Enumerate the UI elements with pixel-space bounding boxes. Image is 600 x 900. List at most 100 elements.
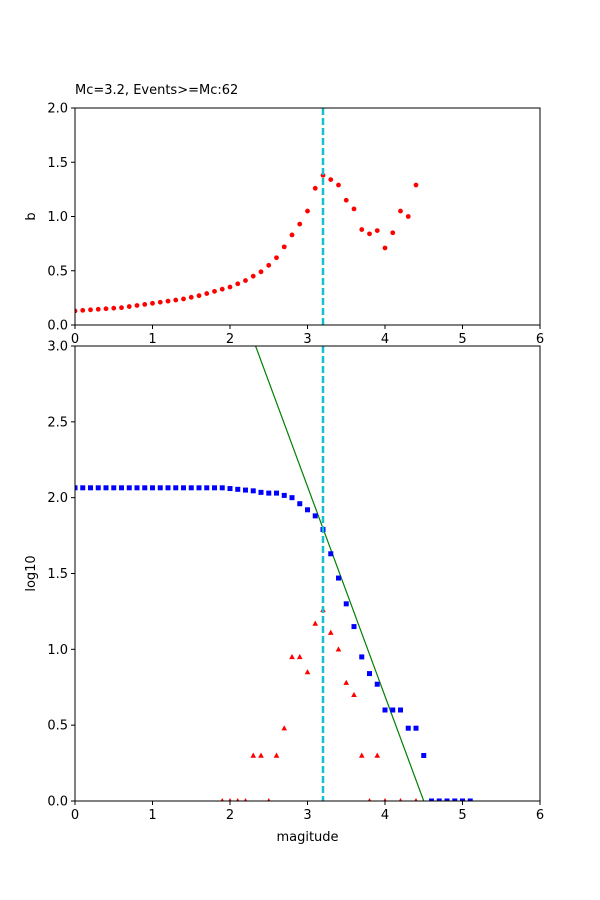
top-data-point (150, 300, 155, 306)
bottom-data-point (273, 752, 280, 758)
bottom-data-point (157, 485, 163, 491)
bottom-data-point (289, 653, 295, 660)
bottom-data-point (343, 679, 350, 685)
bottom-x-axis: 0 1 2 3 4 5 6 (71, 801, 544, 823)
top-data-point (398, 208, 403, 214)
bottom-data-point (289, 495, 295, 501)
bottom-series-1 (220, 606, 418, 801)
bottom-data-point (382, 707, 388, 713)
top-x-tick-label: 2 (226, 332, 234, 347)
bottom-data-point (80, 485, 86, 491)
top-y-tick-label: 0.0 (47, 319, 68, 334)
top-y-tick-label: 0.5 (47, 264, 68, 279)
bottom-x-tick-label: 3 (303, 808, 311, 823)
top-data-point (413, 182, 419, 188)
bottom-data-point (398, 707, 403, 713)
bottom-data-point (267, 798, 271, 801)
bottom-data-point (235, 486, 241, 492)
bottom-data-point (165, 485, 171, 491)
top-y-tick-label: 1.5 (47, 156, 68, 171)
bottom-data-point (452, 798, 458, 801)
bottom-data-point (181, 485, 186, 491)
bottom-data-point (304, 669, 311, 675)
bottom-y-tick-label: 2.5 (47, 415, 68, 430)
top-data-point (266, 262, 272, 268)
top-data-point (165, 298, 171, 304)
top-data-point (258, 269, 264, 275)
top-data-point (297, 221, 303, 227)
bottom-data-point (88, 485, 93, 491)
top-series-0 (75, 172, 419, 314)
bottom-x-axis-label: magitude (276, 830, 338, 845)
top-x-tick-label: 1 (148, 332, 156, 347)
bottom-data-point (196, 485, 202, 491)
bottom-x-tick-label: 6 (536, 808, 544, 823)
bottom-y-axis-label: log10 (24, 555, 39, 591)
bottom-data-point (351, 624, 357, 630)
gr-fit-line (255, 346, 425, 801)
frequency-magnitude-panel: 0 1 2 3 4 5 6 0.0 0.5 1.0 1.5 2.0 2.5 3.0 magitude l… (24, 340, 544, 846)
bottom-data-point (258, 752, 264, 758)
bottom-data-point (398, 798, 403, 801)
top-data-point (359, 227, 365, 232)
top-x-tick-label: 3 (303, 332, 311, 347)
bottom-data-point (460, 798, 465, 801)
top-y-tick-label: 2.0 (47, 102, 68, 117)
bottom-data-point (126, 485, 132, 491)
bottom-data-point (266, 490, 272, 496)
top-data-point (95, 306, 101, 312)
top-data-point (75, 308, 78, 314)
bottom-data-point (103, 485, 109, 491)
bottom-data-point (134, 485, 140, 491)
bottom-data-point (374, 752, 381, 758)
bottom-data-point (281, 725, 288, 731)
top-data-point (336, 182, 341, 188)
bottom-axes-frame (74, 345, 541, 802)
top-data-point (250, 273, 256, 279)
bottom-data-point (414, 798, 418, 801)
top-x-axis: 0 1 2 3 4 5 6 (71, 325, 544, 347)
bottom-data-point (95, 485, 101, 491)
bottom-y-tick-label: 0.0 (47, 795, 68, 810)
top-panel-title: Mc=3.2, Events>=Mc:62 (75, 83, 238, 98)
bottom-series-0 (75, 485, 473, 801)
top-plot-area (75, 108, 419, 325)
bottom-data-point (219, 485, 225, 491)
bottom-y-tick-label: 1.0 (47, 643, 68, 658)
top-data-point (196, 293, 202, 299)
bottom-data-point (383, 798, 387, 801)
bottom-data-point (281, 492, 287, 498)
bottom-data-point (312, 620, 319, 626)
bottom-x-tick-label: 5 (458, 808, 466, 823)
top-x-tick-label: 0 (71, 332, 79, 347)
bottom-data-point (274, 490, 279, 496)
top-data-point (281, 244, 287, 250)
bottom-data-point (327, 629, 334, 635)
bottom-data-point (351, 691, 357, 698)
bottom-data-point (359, 654, 365, 660)
top-data-point (405, 214, 411, 219)
top-data-point (235, 281, 241, 287)
bottom-data-point (312, 513, 318, 519)
top-data-point (367, 231, 372, 237)
bottom-data-point (436, 798, 442, 801)
top-data-point (382, 245, 388, 251)
top-data-point (142, 301, 148, 307)
top-data-point (219, 286, 225, 292)
top-data-point (88, 307, 93, 313)
bottom-data-point (367, 671, 372, 677)
bottom-y-tick-label: 2.0 (47, 491, 68, 506)
bottom-data-point (343, 601, 349, 607)
bottom-data-point (297, 501, 303, 507)
bottom-data-point (250, 488, 256, 494)
bottom-data-point (413, 725, 419, 731)
top-data-point (305, 208, 310, 214)
top-data-point (173, 297, 179, 303)
top-data-point (204, 291, 210, 296)
bottom-x-tick-label: 0 (71, 808, 79, 823)
bottom-data-point (111, 485, 117, 491)
bottom-y-tick-label: 3.0 (47, 340, 68, 355)
bottom-data-point (374, 681, 380, 687)
top-y-axis: 0.0 0.5 1.0 1.5 2.0 (47, 102, 75, 334)
top-data-point (103, 306, 109, 312)
